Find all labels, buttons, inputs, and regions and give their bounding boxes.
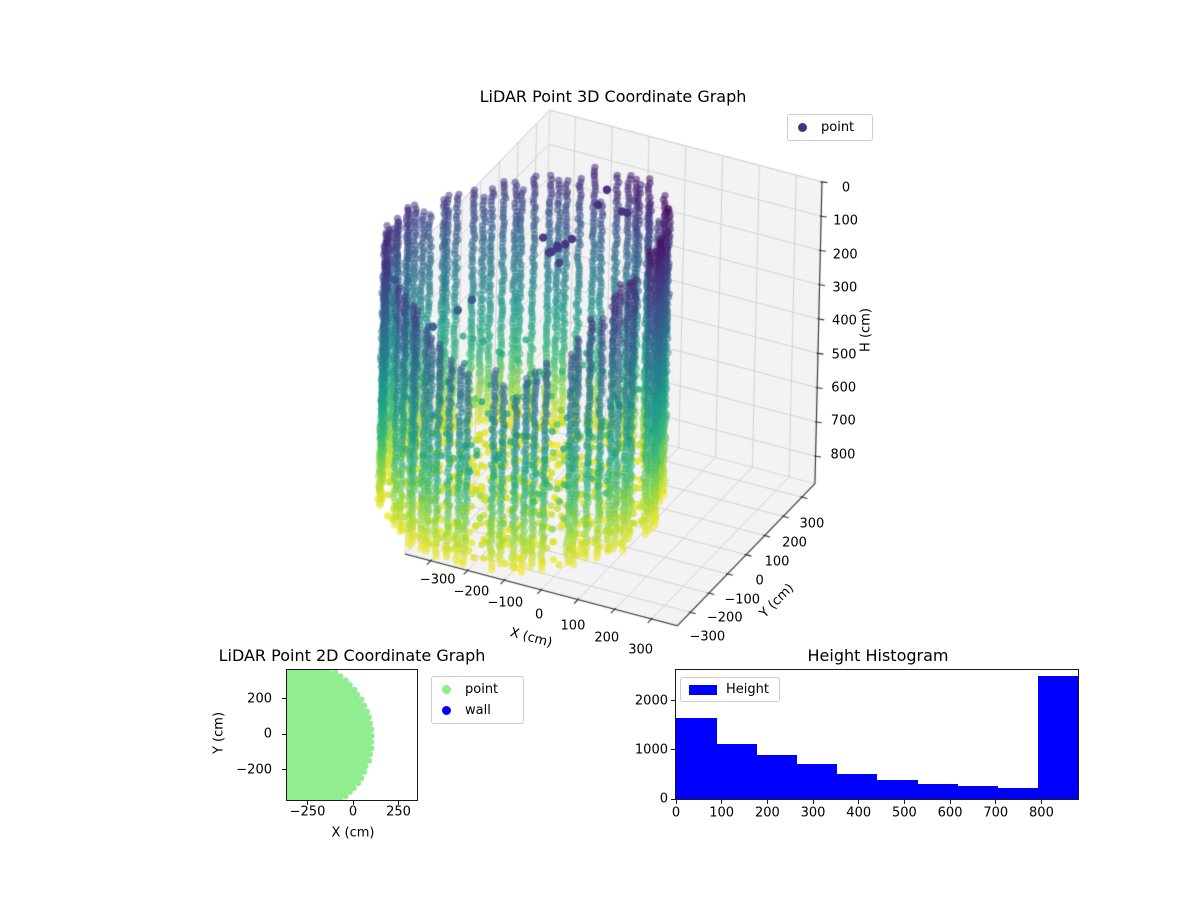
point-region-edge-dot (367, 751, 374, 758)
point-region-edge-dot (367, 720, 374, 727)
hist-xtick-label: 700 (983, 805, 1009, 821)
plot2d-legend: point wall (431, 676, 524, 724)
hist-xtick-label: 300 (800, 805, 826, 821)
point-region-edge-dot (361, 702, 368, 709)
hist-xtick-label: 0 (671, 805, 681, 821)
tick-mark (307, 801, 308, 805)
hist-ytick-label: 2000 (634, 693, 668, 709)
legend-item-wall: wall (432, 700, 523, 721)
tick-mark (995, 800, 997, 804)
point-legend-marker-icon (798, 123, 807, 132)
hist-bar (796, 764, 838, 799)
point-region-edge-dot (346, 681, 353, 688)
point-region-edge-dot (350, 785, 357, 792)
plot3d-zaxis-label: H (cm) (858, 308, 874, 352)
point-region-edge-dot (332, 670, 339, 676)
plot2d-xtick-label: 250 (386, 804, 411, 820)
tick-mark (671, 700, 675, 702)
hist-bar (997, 788, 1039, 799)
hist-bar (716, 743, 757, 799)
point-region-edge-dot (361, 768, 368, 775)
plot2d-ytick-label: 0 (263, 726, 272, 742)
point-region-edge-dot (346, 789, 353, 796)
hist-xtick-label: 800 (1029, 805, 1054, 821)
hist-legend-label: Height (726, 682, 769, 697)
hist-bar (917, 783, 958, 799)
tick-mark (675, 800, 677, 804)
plot3d-title: LiDAR Point 3D Coordinate Graph (479, 87, 747, 106)
plot3d-legend-label: point (821, 120, 855, 135)
plot2d-ytick-label: −200 (236, 762, 272, 778)
point-region-edge-dot (368, 732, 375, 739)
hist-bar (756, 754, 798, 799)
plot2d-yaxis-label: Y (cm) (211, 711, 227, 755)
plot2d-title: LiDAR Point 2D Coordinate Graph (218, 646, 486, 665)
tick-mark (398, 801, 399, 805)
hist-xtick-label: 400 (846, 805, 872, 821)
tick-mark (282, 769, 286, 771)
point-region-edge-dot (337, 673, 344, 680)
hist-xtick-label: 100 (709, 805, 735, 821)
point-region-edge-dot (342, 793, 349, 800)
plot2d-ytick-label: 200 (247, 691, 272, 707)
point-region-edge-dot (342, 677, 349, 684)
legend-item-point: point (432, 679, 523, 700)
tick-mark (858, 800, 860, 804)
point-region-edge-dot (326, 670, 333, 674)
tick-mark (671, 749, 675, 751)
tick-mark (1040, 800, 1042, 804)
height-legend-swatch-icon (689, 684, 717, 695)
wall-legend-marker-icon (442, 706, 451, 715)
hist-xtick-label: 600 (937, 805, 963, 821)
tick-mark (282, 733, 286, 735)
tick-mark (766, 800, 768, 804)
plot2d-xtick-label: 0 (348, 804, 358, 820)
hist-legend: Height (680, 677, 780, 702)
point-region-edge-dot (363, 708, 370, 715)
tick-mark (671, 798, 675, 800)
hist-xtick-label: 500 (891, 805, 917, 821)
plot3d-legend: point (787, 114, 873, 141)
hist-bar (1037, 675, 1078, 799)
point-region-disc (287, 670, 372, 800)
hist-bar (836, 773, 878, 799)
tick-mark (949, 800, 951, 804)
tick-mark (903, 800, 905, 804)
point-region-edge-dot (337, 798, 344, 800)
plot2d-legend-point-label: point (465, 682, 499, 697)
plot2d-legend-wall-label: wall (465, 703, 491, 718)
point-region-edge-dot (351, 686, 358, 693)
hist-bar (957, 786, 999, 799)
point-region-edge-dot (368, 745, 375, 752)
point-region-edge-dot (354, 691, 361, 698)
tick-mark (812, 800, 814, 804)
point-region-edge-dot (366, 757, 373, 764)
tick-mark (721, 800, 723, 804)
point-region-edge-dot (358, 775, 365, 782)
plot2d-xaxis-label: X (cm) (331, 825, 375, 841)
hist-bars-group (676, 670, 1078, 799)
hist-xtick-label: 200 (754, 805, 780, 821)
point-region-edge-dot (368, 738, 375, 745)
point-region-edge-dot (365, 714, 372, 721)
hist-ytick-label: 1000 (634, 742, 668, 758)
plot2d-xtick-label: −250 (289, 804, 326, 820)
hist-bar (877, 780, 918, 799)
hist-bar (676, 718, 717, 799)
point-region-svg (287, 670, 375, 800)
tick-mark (352, 801, 354, 805)
point-region-edge-dot (355, 780, 362, 787)
tick-mark (282, 698, 286, 700)
plot2d-axes (286, 669, 418, 801)
hist-title: Height Histogram (807, 646, 949, 665)
point-region-edge-dot (362, 763, 369, 770)
point-legend-marker-icon (442, 685, 451, 694)
hist-ytick-label: 0 (659, 791, 668, 807)
point-region-edge-dot (368, 726, 375, 733)
point-region-edge-dot (358, 696, 365, 703)
